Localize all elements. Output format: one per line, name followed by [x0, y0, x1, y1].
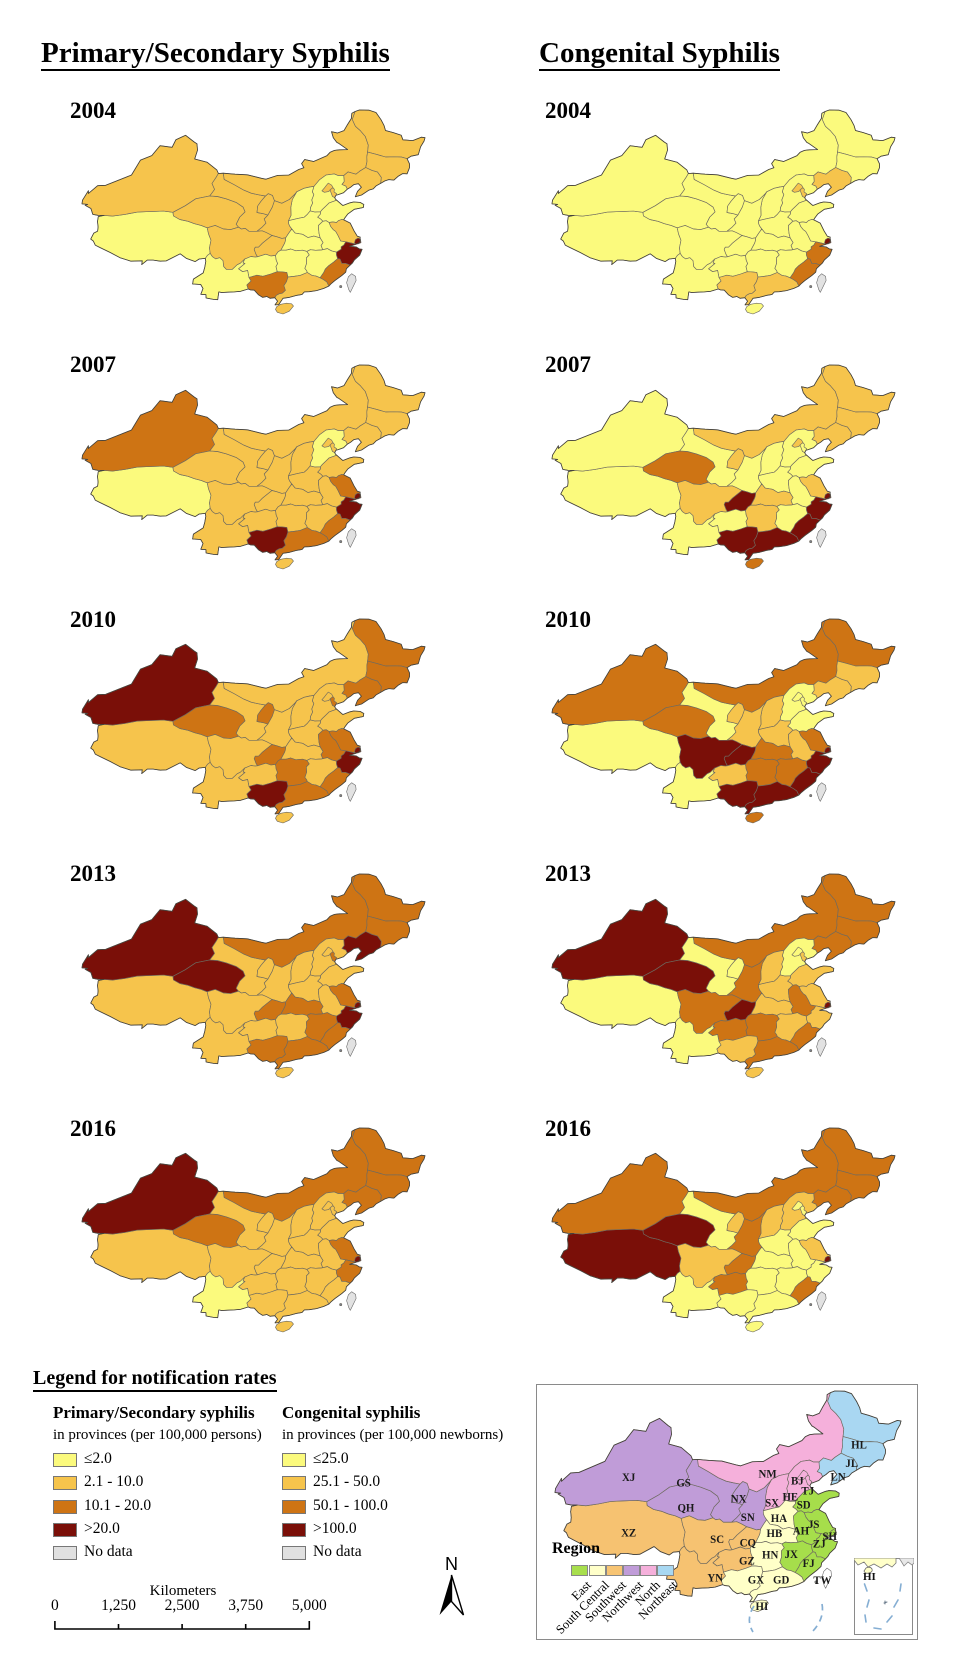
svg-text:SX: SX	[765, 1497, 780, 1509]
svg-text:HB: HB	[767, 1527, 783, 1539]
svg-text:HA: HA	[771, 1512, 788, 1524]
svg-text:GZ: GZ	[739, 1555, 755, 1567]
svg-text:GD: GD	[773, 1574, 789, 1586]
svg-text:JL: JL	[845, 1457, 858, 1469]
svg-text:LN: LN	[830, 1471, 845, 1483]
svg-text:HN: HN	[762, 1549, 778, 1561]
svg-text:JS: JS	[808, 1518, 819, 1530]
svg-text:HL: HL	[851, 1439, 867, 1451]
svg-text:NM: NM	[758, 1468, 776, 1480]
svg-text:GS: GS	[676, 1476, 691, 1488]
svg-text:QH: QH	[677, 1502, 694, 1514]
svg-text:GX: GX	[748, 1574, 765, 1586]
svg-text:BJ: BJ	[791, 1475, 804, 1487]
svg-text:CQ: CQ	[740, 1537, 757, 1549]
svg-text:HI: HI	[863, 1571, 876, 1583]
svg-text:YN: YN	[707, 1572, 723, 1584]
svg-text:TW: TW	[813, 1574, 832, 1586]
svg-text:AH: AH	[793, 1525, 810, 1537]
svg-text:HE: HE	[782, 1491, 798, 1503]
svg-text:NX: NX	[731, 1493, 748, 1505]
svg-text:FJ: FJ	[803, 1557, 815, 1569]
svg-text:SD: SD	[797, 1498, 811, 1510]
svg-text:HI: HI	[756, 1600, 769, 1612]
svg-text:SC: SC	[710, 1533, 724, 1545]
svg-text:XZ: XZ	[621, 1527, 636, 1539]
svg-text:SH: SH	[823, 1530, 838, 1542]
svg-text:JX: JX	[785, 1548, 799, 1560]
svg-text:ZJ: ZJ	[813, 1538, 826, 1550]
svg-text:SN: SN	[741, 1511, 755, 1523]
svg-text:XJ: XJ	[622, 1471, 636, 1483]
svg-text:TJ: TJ	[801, 1485, 814, 1497]
